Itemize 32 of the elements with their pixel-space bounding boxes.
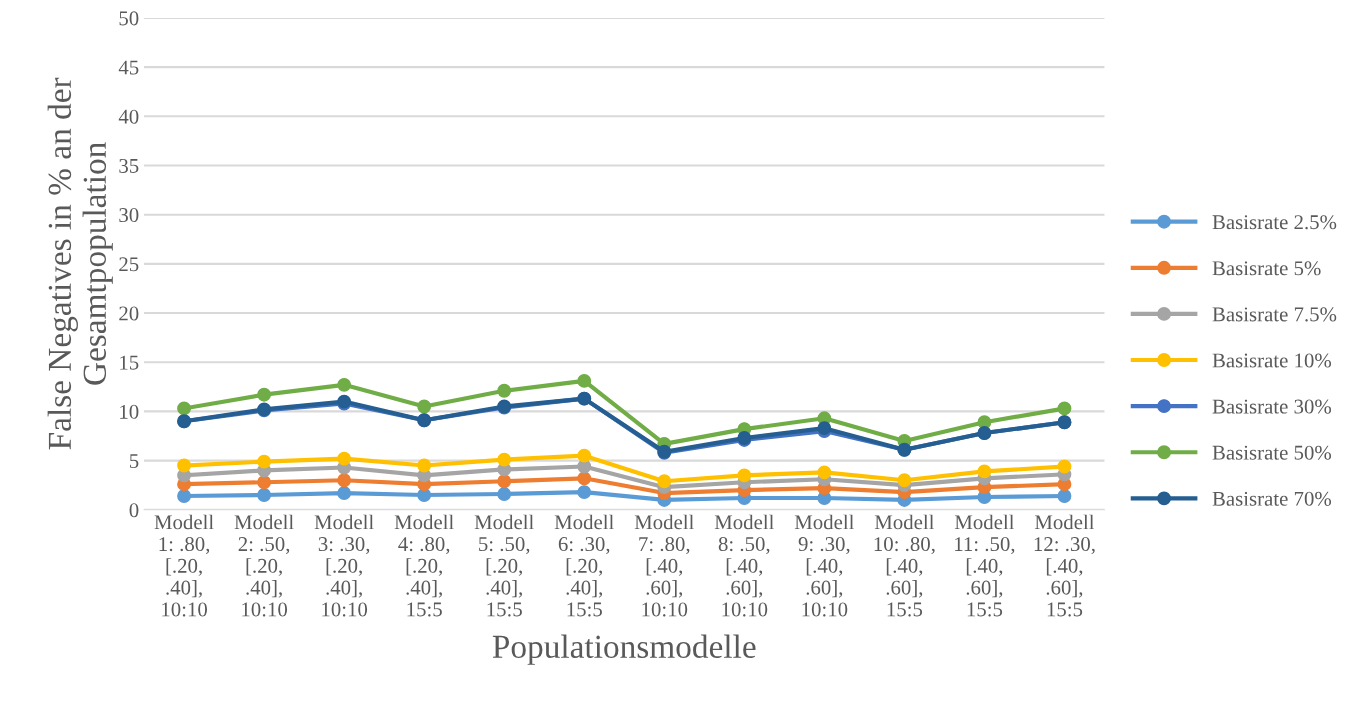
x-tick-label: Modell 8: .50, [.40, .60], 10:10 xyxy=(714,514,774,617)
legend-label: Basisrate 30% xyxy=(1212,399,1332,414)
y-tick-label: 40 xyxy=(118,109,139,124)
y-tick-label: 45 xyxy=(118,60,139,75)
x-tick-label: Modell 11: .50, [.40, .60], 15:5 xyxy=(954,514,1015,617)
y-tick-label: 20 xyxy=(119,306,139,321)
x-tick-label: Modell 3: .30, [.20, .40], 10:10 xyxy=(314,514,374,617)
legend-label: Basisrate 7.5% xyxy=(1212,307,1337,322)
x-tick-label: Modell 1: .80, [.20, .40], 10:10 xyxy=(154,514,214,617)
x-tick-label: Modell 7: .80, [.40, .60], 10:10 xyxy=(634,514,694,617)
y-tick-label: 0 xyxy=(129,503,139,518)
y-axis-title: False Negatives in % an der Gesamtpopulation xyxy=(47,77,113,450)
y-tick-label: 35 xyxy=(119,158,139,173)
legend-label: Basisrate 50% xyxy=(1212,445,1332,460)
y-tick-label: 50 xyxy=(119,11,139,26)
x-tick-label: Modell 10: .80, [.40, .60], 15:5 xyxy=(874,514,935,617)
x-tick-label: Modell 6: .30, [.20, .40], 15:5 xyxy=(554,514,614,617)
y-tick-label: 30 xyxy=(119,208,139,223)
x-tick-label: Modell 12: .30, [.40, .60], 15:5 xyxy=(1034,514,1095,617)
legend-label: Basisrate 5% xyxy=(1212,261,1321,276)
legend-label: Basisrate 2.5% xyxy=(1212,215,1337,230)
x-axis-title: Populationsmodelle xyxy=(492,634,756,665)
x-tick-label: Modell 4: .80, [.20, .40], 15:5 xyxy=(394,514,454,617)
x-tick-label: Modell 2: .50, [.20, .40], 10:10 xyxy=(234,514,294,617)
y-tick-label: 10 xyxy=(120,404,139,419)
y-tick-label: 15 xyxy=(120,355,139,370)
x-tick-label: Modell 9: .30, [.40, .60], 10:10 xyxy=(794,514,855,617)
legend-label: Basisrate 10% xyxy=(1212,353,1332,368)
y-tick-label: 25 xyxy=(119,257,139,272)
x-tick-label: Modell 5: .50, [.20, .40], 15:5 xyxy=(474,514,534,617)
y-tick-label: 5 xyxy=(129,454,139,469)
legend-label: Basisrate 70% xyxy=(1212,491,1332,506)
